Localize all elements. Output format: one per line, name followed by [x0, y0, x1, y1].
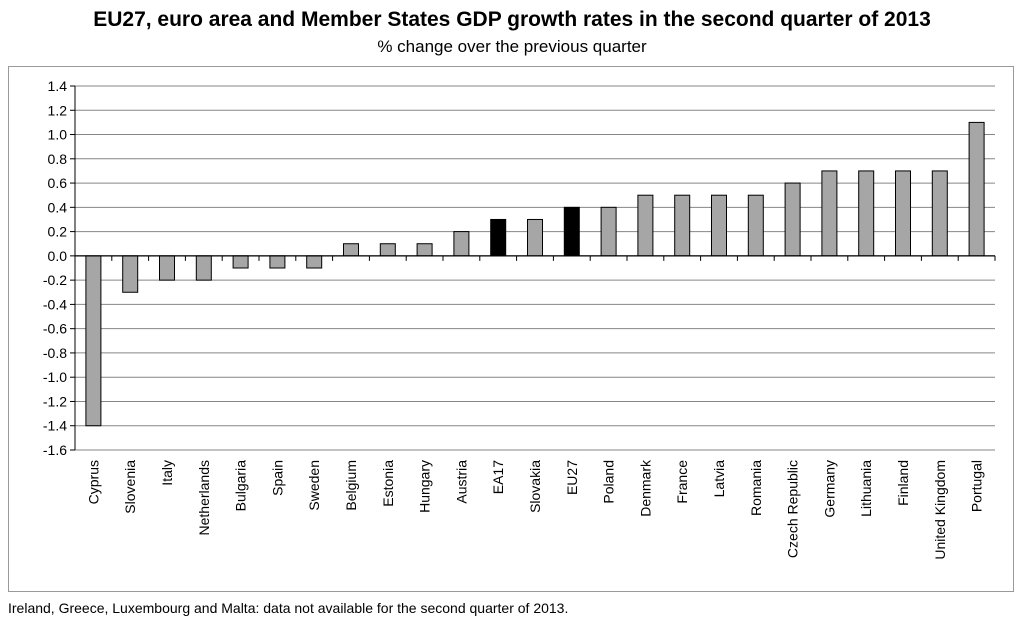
- bars: [85, 121, 985, 427]
- x-tick-label: Denmark: [637, 459, 653, 517]
- x-tick-label: Lithuania: [858, 460, 874, 517]
- bar-lithuania: [858, 170, 875, 257]
- bar-romania: [747, 194, 764, 257]
- y-tick-label: 1.4: [48, 78, 68, 94]
- y-tick-label: -0.4: [43, 296, 67, 312]
- y-tick-label: 1.0: [48, 127, 68, 143]
- y-tick-label: 0.8: [48, 151, 68, 167]
- bar-finland: [895, 170, 911, 257]
- bar-slovakia: [527, 218, 543, 257]
- x-tick-label: Italy: [159, 460, 175, 486]
- y-tick-label: 1.2: [48, 102, 68, 118]
- x-tick-label: Sweden: [306, 460, 322, 511]
- y-tick-label: 0.2: [48, 224, 68, 240]
- x-tick-label: Germany: [821, 460, 837, 518]
- bar-latvia: [711, 194, 727, 257]
- bar-netherlands: [195, 255, 212, 281]
- x-tick-label: Hungary: [417, 460, 433, 513]
- footnote: Ireland, Greece, Luxembourg and Malta: d…: [8, 600, 569, 616]
- y-tick-label: 0.0: [48, 248, 68, 264]
- bar-spain: [269, 255, 286, 269]
- x-tick-label: United Kingdom: [932, 460, 948, 560]
- x-tick-label: Poland: [601, 460, 617, 504]
- bar-united-kingdom: [931, 170, 948, 257]
- bar-germany: [821, 170, 838, 257]
- y-tick-label: -1.2: [43, 393, 67, 409]
- bar-ea17: [490, 218, 507, 257]
- bar-belgium: [343, 243, 359, 257]
- x-tick-label: Portugal: [969, 460, 985, 512]
- x-tick-label: Belgium: [343, 460, 359, 511]
- bar-portugal: [968, 121, 985, 257]
- bar-bulgaria: [232, 255, 249, 269]
- chart-title: EU27, euro area and Member States GDP gr…: [93, 8, 931, 31]
- y-tick-label: -0.8: [43, 345, 67, 361]
- bar-czech-republic: [784, 182, 801, 257]
- x-tick-label: Finland: [895, 460, 911, 506]
- x-tick-label: Slovenia: [122, 460, 138, 514]
- x-tick-label: France: [674, 460, 690, 504]
- y-tick-label: -0.2: [43, 272, 67, 288]
- chart-subtitle: % change over the previous quarter: [377, 37, 647, 56]
- x-tick-label: EU27: [564, 460, 580, 495]
- bar-estonia: [379, 243, 396, 257]
- x-tick-label: Czech Republic: [785, 460, 801, 558]
- x-tick-label: Slovakia: [527, 460, 543, 513]
- bar-chart: 1.4 1.2 1.0 0.8 0.6 0.4 0.2 0.0 -0.2 -0.4 -0.6 -0.8…: [43, 78, 996, 560]
- bar-cyprus: [85, 255, 102, 427]
- x-tick-label: Cyprus: [85, 460, 101, 504]
- bar-italy: [159, 255, 175, 281]
- y-axis-ticks: 1.4 1.2 1.0 0.8 0.6 0.4 0.2 0.0 -0.2 -0.4 -0.6 -0.8…: [43, 78, 67, 458]
- x-tick-label: Netherlands: [196, 460, 212, 536]
- x-tick-label: Latvia: [711, 460, 727, 498]
- y-tick-label: 0.6: [48, 175, 68, 191]
- bar-poland: [600, 206, 617, 257]
- x-tick-label: EA17: [490, 460, 506, 494]
- x-axis-labels: Cyprus Slovenia Italy Netherlands Bulgaria Sp…: [85, 459, 984, 560]
- bar-denmark: [637, 194, 654, 257]
- x-tick-label: Bulgaria: [233, 460, 249, 512]
- y-tick-label: 0.4: [48, 199, 68, 215]
- y-tick-label: -0.6: [43, 321, 67, 337]
- x-tick-label: Romania: [748, 460, 764, 516]
- x-tick-label: Estonia: [380, 460, 396, 507]
- bar-sweden: [306, 255, 323, 269]
- bar-hungary: [416, 243, 433, 257]
- x-tick-label: Austria: [453, 460, 469, 504]
- bar-austria: [453, 231, 470, 257]
- x-tick-label: Spain: [269, 460, 285, 496]
- bar-eu27: [563, 206, 580, 257]
- bar-slovenia: [122, 255, 139, 293]
- chart-frame: 1.4 1.2 1.0 0.8 0.6 0.4 0.2 0.0 -0.2 -0.4 -0.6 -0.8…: [8, 66, 1014, 592]
- y-tick-label: -1.4: [43, 418, 67, 434]
- bar-france: [674, 194, 691, 257]
- y-tick-label: -1.6: [43, 442, 67, 458]
- zero-axis: [74, 255, 996, 261]
- y-tick-label: -1.0: [43, 369, 67, 385]
